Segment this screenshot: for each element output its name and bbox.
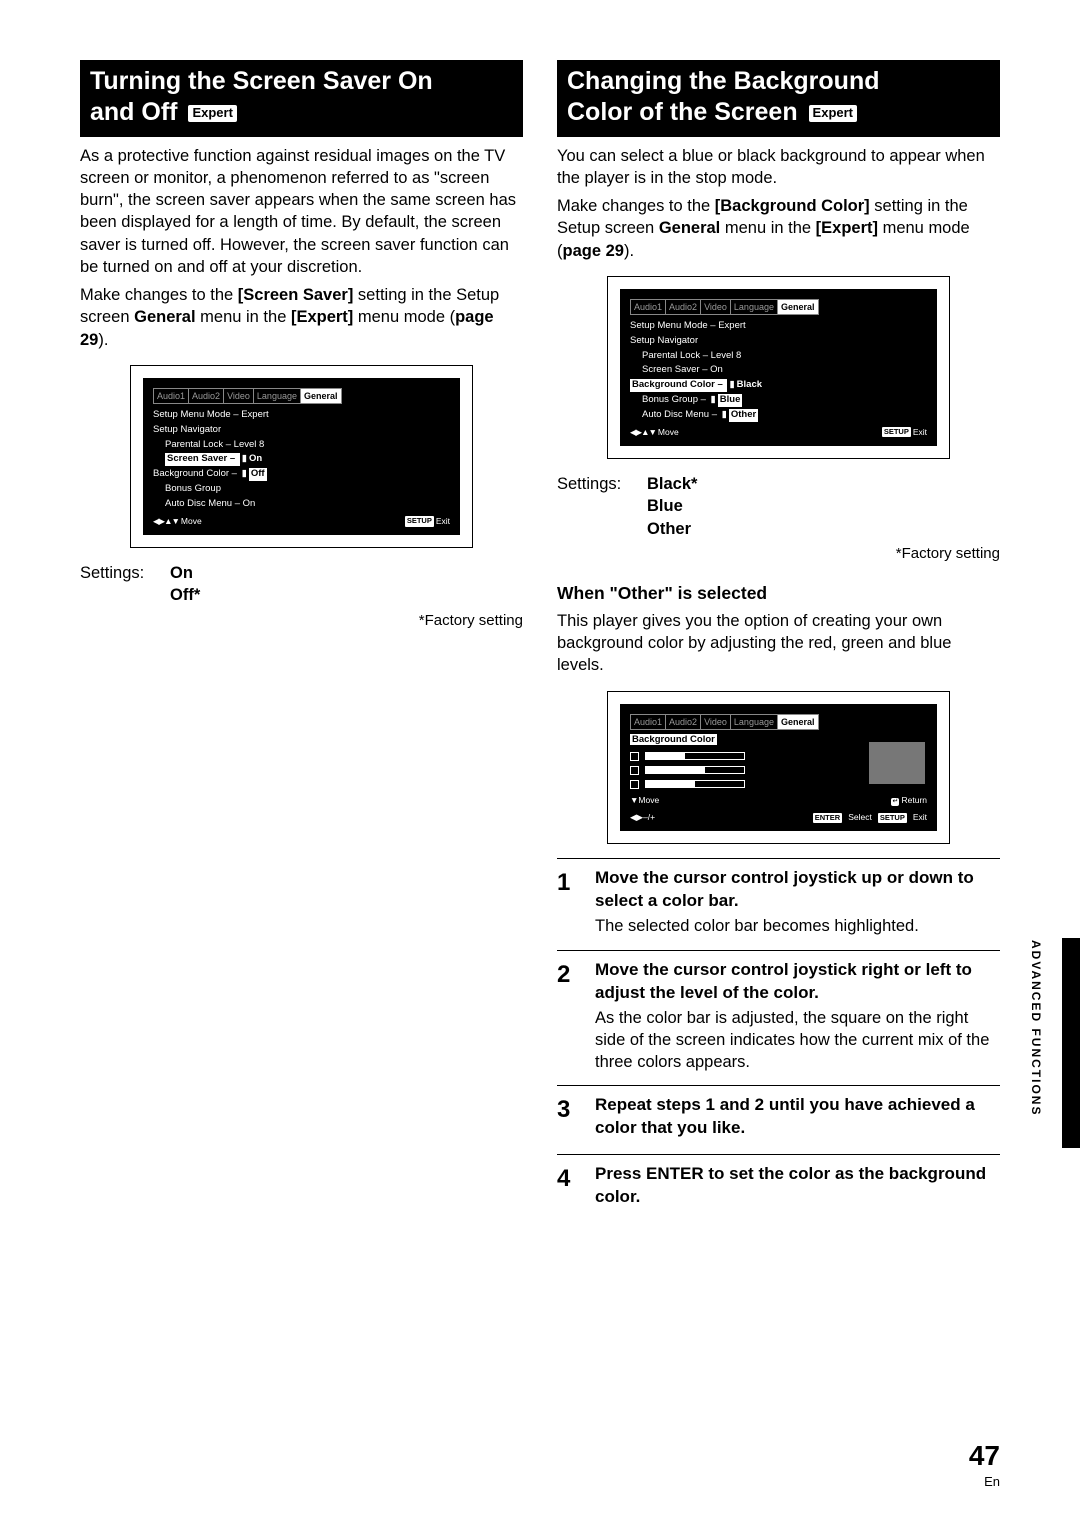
- osd-tab: Audio1: [630, 714, 666, 730]
- osd-tab: General: [777, 714, 819, 730]
- osd-menu-line: Parental Lock – Level 8: [153, 438, 450, 453]
- osd-menu-line: Setup Menu Mode – Expert: [153, 408, 450, 423]
- osd-menu-line: Setup Navigator: [153, 423, 450, 438]
- osd-tab: Language: [730, 299, 778, 315]
- color-bar: [645, 752, 745, 760]
- heading-text: Turning the Screen Saver On: [90, 67, 433, 95]
- osd-screenshot-rgb: Audio1Audio2VideoLanguageGeneral Backgro…: [607, 691, 950, 845]
- settings-block: Settings: OnOff*: [80, 562, 523, 607]
- osd-tab: Video: [700, 299, 731, 315]
- setting-value: Off*: [170, 584, 200, 606]
- setting-value: Other: [647, 518, 697, 540]
- osd-tabs: Audio1Audio2VideoLanguageGeneral: [630, 714, 927, 730]
- osd-tab: Language: [253, 388, 301, 404]
- color-square-icon: [630, 766, 639, 775]
- page-number: 47 En: [969, 1442, 1000, 1492]
- setting-value: On: [170, 562, 200, 584]
- step-number: 2: [557, 959, 581, 1074]
- osd-menu-line: Screen Saver – On: [630, 363, 927, 378]
- settings-block: Settings: Black*BlueOther: [557, 473, 1000, 540]
- subheading: When "Other" is selected: [557, 582, 1000, 606]
- paragraph: Make changes to the [Screen Saver] setti…: [80, 284, 523, 351]
- step: 4 Press ENTER to set the color as the bac…: [557, 1163, 1000, 1211]
- arrow-icon: ◀▶▲▼: [630, 427, 656, 438]
- paragraph: This player gives you the option of crea…: [557, 610, 1000, 677]
- osd-tabs: Audio1Audio2VideoLanguageGeneral: [153, 388, 450, 404]
- osd-tab: Audio1: [153, 388, 189, 404]
- osd-menu-line: Auto Disc Menu – ▮Other: [630, 408, 927, 423]
- color-square-icon: [630, 752, 639, 761]
- side-tab-marker: [1062, 938, 1080, 1148]
- osd-tabs: Audio1Audio2VideoLanguageGeneral: [630, 299, 927, 315]
- step-text: The selected color bar becomes highlight…: [595, 915, 1000, 937]
- step: 2 Move the cursor control joystick right …: [557, 959, 1000, 1074]
- divider: [557, 950, 1000, 951]
- osd-tab: Audio2: [665, 714, 701, 730]
- divider: [557, 858, 1000, 859]
- paragraph: As a protective function against residua…: [80, 145, 523, 279]
- osd-menu-line: Background Color – ▮Black: [630, 378, 927, 393]
- step-number: 4: [557, 1163, 581, 1211]
- osd-menu-line: Setup Menu Mode – Expert: [630, 319, 927, 334]
- osd-screenshot: Audio1Audio2VideoLanguageGeneral Setup M…: [607, 276, 950, 459]
- steps-list: 1 Move the cursor control joystick up or …: [557, 867, 1000, 1211]
- setup-pill: SETUP: [405, 516, 434, 526]
- setup-pill: SETUP: [882, 427, 911, 437]
- step-title: Repeat steps 1 and 2 until you have achi…: [595, 1094, 1000, 1140]
- osd-menu-line: Bonus Group: [153, 482, 450, 497]
- right-heading: Changing the Background Color of the Scr…: [557, 60, 1000, 137]
- right-column: Changing the Background Color of the Scr…: [557, 60, 1000, 1223]
- color-bar: [645, 780, 745, 788]
- enter-pill: ENTER: [813, 813, 842, 823]
- arrow-icon: ◀▶▲▼: [153, 516, 179, 527]
- osd-menu-line: Bonus Group – ▮Blue: [630, 393, 927, 408]
- left-heading: Turning the Screen Saver On and Off Expe…: [80, 60, 523, 137]
- expert-badge: Expert: [188, 105, 236, 121]
- osd-menu: Setup Menu Mode – ExpertSetup NavigatorP…: [630, 319, 927, 423]
- lr-arrow-icon: ◀▶: [630, 812, 643, 822]
- return-icon: ↵: [891, 798, 899, 806]
- factory-note: *Factory setting: [557, 544, 1000, 564]
- step: 3 Repeat steps 1 and 2 until you have ach…: [557, 1094, 1000, 1142]
- osd-menu: Setup Menu Mode – ExpertSetup NavigatorP…: [153, 408, 450, 512]
- divider: [557, 1085, 1000, 1086]
- osd-tab: Language: [730, 714, 778, 730]
- osd-menu-line: Setup Navigator: [630, 334, 927, 349]
- osd-menu-line: Background Color – ▮Off: [153, 467, 450, 482]
- setting-value: Black*: [647, 473, 697, 495]
- step-number: 3: [557, 1094, 581, 1142]
- step-title: Press ENTER to set the color as the back…: [595, 1163, 1000, 1209]
- color-bar: [645, 766, 745, 774]
- step-text: As the color bar is adjusted, the square…: [595, 1007, 1000, 1074]
- factory-note: *Factory setting: [80, 611, 523, 631]
- step-number: 1: [557, 867, 581, 937]
- side-label: ADVANCED FUNCTIONS: [1028, 940, 1044, 1116]
- osd-tab: Audio2: [665, 299, 701, 315]
- osd-menu-line: Auto Disc Menu – On: [153, 497, 450, 512]
- osd-title: Background Color: [630, 734, 717, 745]
- osd-tab: Audio1: [630, 299, 666, 315]
- osd-tab: General: [300, 388, 342, 404]
- left-column: Turning the Screen Saver On and Off Expe…: [80, 60, 523, 1223]
- osd-menu-line: Parental Lock – Level 8: [630, 349, 927, 364]
- osd-tab: Video: [223, 388, 254, 404]
- step-title: Move the cursor control joystick right o…: [595, 959, 1000, 1005]
- step-title: Move the cursor control joystick up or d…: [595, 867, 1000, 913]
- osd-menu-line: Screen Saver – ▮On: [153, 452, 450, 467]
- step: 1 Move the cursor control joystick up or …: [557, 867, 1000, 937]
- expert-badge: Expert: [809, 105, 857, 121]
- paragraph: You can select a blue or black backgroun…: [557, 145, 1000, 190]
- osd-tab: Audio2: [188, 388, 224, 404]
- osd-screenshot: Audio1Audio2VideoLanguageGeneral Setup M…: [130, 365, 473, 548]
- setting-value: Blue: [647, 495, 697, 517]
- color-preview: [869, 742, 925, 784]
- color-square-icon: [630, 780, 639, 789]
- divider: [557, 1154, 1000, 1155]
- osd-tab: General: [777, 299, 819, 315]
- setup-pill: SETUP: [878, 813, 907, 823]
- paragraph: Make changes to the [Background Color] s…: [557, 195, 1000, 262]
- heading-text: and Off: [90, 98, 178, 126]
- osd-tab: Video: [700, 714, 731, 730]
